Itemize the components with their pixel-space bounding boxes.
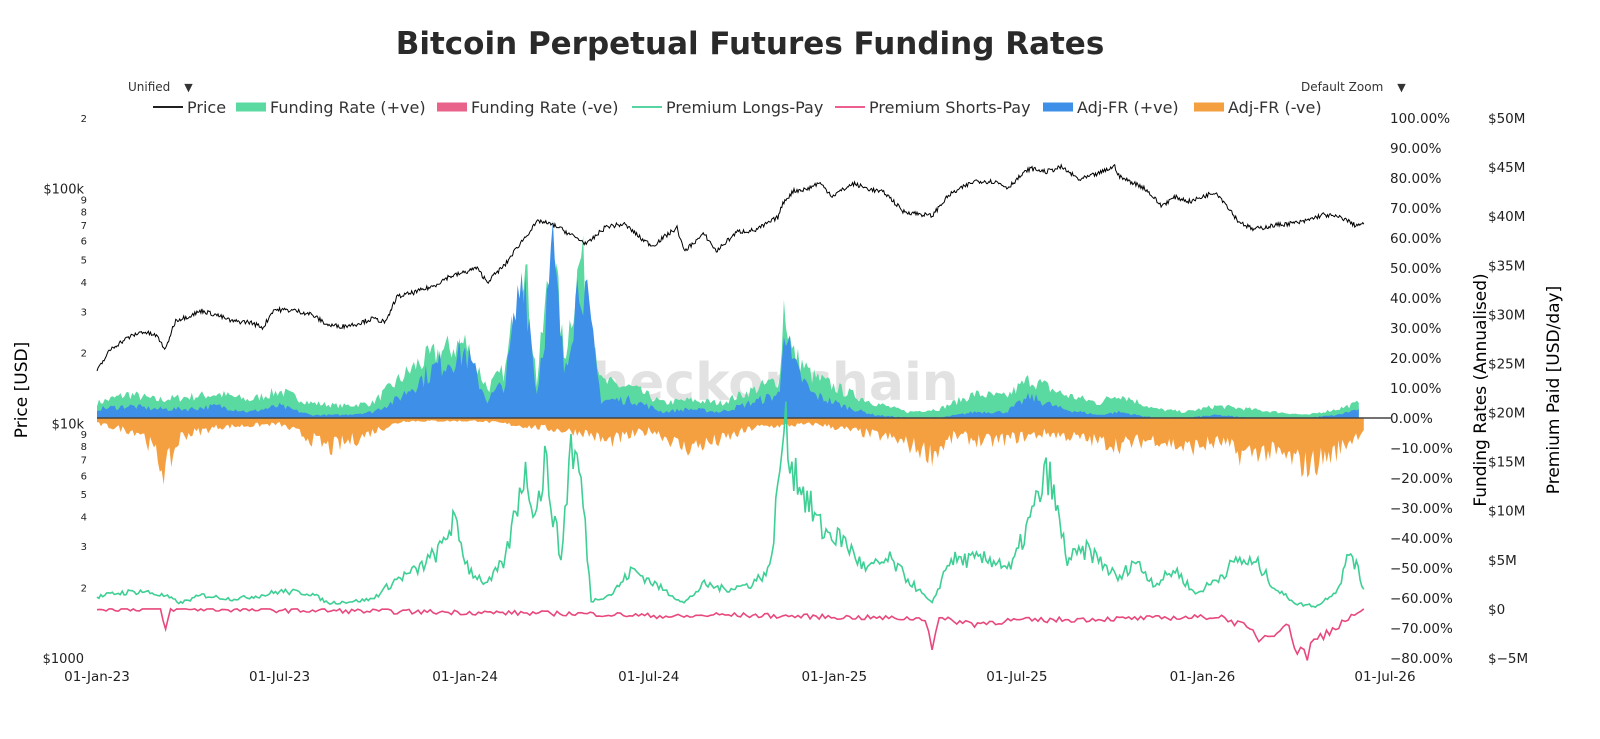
premium-tick-label: $45M <box>1488 160 1525 176</box>
series-layer <box>96 163 1392 661</box>
premium-tick-label: $35M <box>1488 258 1525 274</box>
funding-tick-label: −10.00% <box>1390 441 1453 457</box>
zoom-dropdown-label: Default Zoom <box>1301 80 1384 94</box>
price-minor-tick-label: 8 <box>81 442 87 453</box>
price-line <box>96 163 1365 372</box>
premium-axis-title: Premium Paid [USD/day] <box>1544 286 1564 494</box>
funding-axis: 100.00% 90.00% 80.00% 70.00% 60.00% 50.00% 40.… <box>1390 111 1453 667</box>
price-minor-tick-label: 2 <box>81 349 87 360</box>
premium-tick-label: $50M <box>1488 111 1525 127</box>
price-axis-title: Price [USD] <box>12 342 32 438</box>
chart-title: Bitcoin Perpetual Futures Funding Rates <box>395 26 1105 62</box>
chevron-down-icon: ▼ <box>184 81 193 94</box>
legend-item-label: Premium Longs-Pay <box>666 98 823 117</box>
x-axis: 01-Jan-23 01-Jul-23 01-Jan-24 01-Jul-24 01-J… <box>64 669 1415 685</box>
funding-tick-label: 100.00% <box>1390 111 1450 127</box>
chevron-down-icon: ▼ <box>1397 81 1406 94</box>
funding-tick-label: 90.00% <box>1390 141 1442 157</box>
legend-swatch <box>1043 102 1073 112</box>
funding-tick-label: 0.00% <box>1390 411 1433 427</box>
premium-shorts-line <box>96 607 1365 661</box>
price-minor-tick-label: 4 <box>81 278 87 289</box>
x-tick-label: 01-Jul-23 <box>249 669 310 685</box>
x-tick-label: 01-Jan-25 <box>801 669 867 685</box>
adj-fr-neg-area <box>97 418 1364 485</box>
premium-tick-label: $20M <box>1488 406 1525 422</box>
x-tick-label: 01-Jul-26 <box>1354 669 1415 685</box>
x-tick-label: 01-Jul-25 <box>986 669 1047 685</box>
funding-tick-label: 60.00% <box>1390 231 1442 247</box>
legend-swatch <box>1194 102 1224 112</box>
legend-swatch <box>437 102 467 112</box>
premium-tick-label: $−5M <box>1488 651 1528 667</box>
price-minor-tick-label: 7 <box>81 456 87 467</box>
legend-swatch <box>236 102 266 112</box>
price-tick-label: $100k <box>43 183 84 198</box>
price-minor-tick-label: 2 <box>81 583 87 594</box>
funding-tick-label: 10.00% <box>1390 381 1442 397</box>
premium-tick-label: $40M <box>1488 209 1525 225</box>
x-tick-label: 01-Jan-23 <box>64 669 130 685</box>
funding-tick-label: 40.00% <box>1390 291 1442 307</box>
funding-tick-label: 70.00% <box>1390 201 1442 217</box>
funding-tick-label: 30.00% <box>1390 321 1442 337</box>
premium-longs-line <box>96 401 1365 609</box>
premium-axis: $50M $45M $40M $35M $30M $25M $20M $15M $10M $5M $… <box>1488 111 1528 667</box>
funding-tick-label: −30.00% <box>1390 501 1453 517</box>
legend-item-label: Premium Shorts-Pay <box>869 98 1031 117</box>
legend-item-label: Funding Rate (+ve) <box>270 98 426 117</box>
premium-tick-label: $5M <box>1488 553 1517 569</box>
premium-tick-label: $30M <box>1488 307 1525 323</box>
price-minor-tick-label: 6 <box>81 471 87 482</box>
price-minor-tick-label: 2 <box>81 114 87 125</box>
funding-tick-label: −40.00% <box>1390 531 1453 547</box>
price-minor-tick-label: 9 <box>81 195 87 206</box>
price-minor-tick-label: 7 <box>81 221 87 232</box>
price-minor-tick-label: 5 <box>81 255 87 266</box>
zoom-dropdown[interactable]: Default Zoom ▼ <box>1301 80 1406 94</box>
legend-item-label: Funding Rate (-ve) <box>471 98 619 117</box>
premium-tick-label: $0 <box>1488 602 1505 618</box>
legend-item-label: Price <box>187 98 226 117</box>
x-tick-label: 01-Jan-26 <box>1170 669 1236 685</box>
price-minor-tick-label: 5 <box>81 490 87 501</box>
mode-dropdown-label: Unified <box>128 80 171 94</box>
mode-dropdown[interactable]: Unified ▼ <box>128 80 193 94</box>
funding-axis-title: Funding Rates (Annualised) <box>1471 273 1491 506</box>
x-tick-label: 01-Jul-24 <box>618 669 679 685</box>
price-minor-tick-label: 9 <box>81 430 87 441</box>
premium-tick-label: $10M <box>1488 504 1525 520</box>
x-tick-label: 01-Jan-24 <box>432 669 498 685</box>
price-minor-tick-label: 3 <box>81 307 87 318</box>
price-tick-label: $10k <box>52 417 85 432</box>
price-minor-tick-label: 4 <box>81 513 87 524</box>
premium-tick-label: $25M <box>1488 356 1525 372</box>
legend: Price Funding Rate (+ve) Funding Rate (-ve… <box>153 98 1322 117</box>
price-tick-label: $1000 <box>43 652 84 667</box>
price-minor-tick-label: 8 <box>81 207 87 218</box>
funding-tick-label: 80.00% <box>1390 171 1442 187</box>
premium-tick-label: $15M <box>1488 455 1525 471</box>
funding-tick-label: −80.00% <box>1390 651 1453 667</box>
funding-tick-label: −60.00% <box>1390 591 1453 607</box>
funding-tick-label: −50.00% <box>1390 561 1453 577</box>
funding-tick-label: −70.00% <box>1390 621 1453 637</box>
funding-tick-label: −20.00% <box>1390 471 1453 487</box>
price-minor-tick-label: 6 <box>81 237 87 248</box>
price-minor-tick-label: 3 <box>81 542 87 553</box>
legend-item-label: Adj-FR (+ve) <box>1077 98 1179 117</box>
funding-tick-label: 20.00% <box>1390 351 1442 367</box>
funding-rate-pos-area <box>97 235 1359 418</box>
funding-tick-label: 50.00% <box>1390 261 1442 277</box>
legend-item-label: Adj-FR (-ve) <box>1228 98 1322 117</box>
